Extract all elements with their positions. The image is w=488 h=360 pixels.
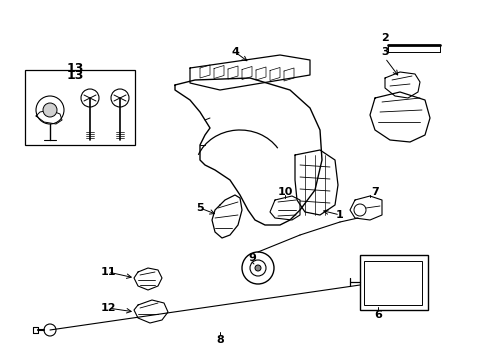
Text: 12: 12 [100, 303, 116, 313]
Text: 2: 2 [380, 33, 388, 43]
Text: 8: 8 [216, 335, 224, 345]
Text: 5: 5 [196, 203, 203, 213]
Circle shape [254, 265, 261, 271]
Text: 7: 7 [370, 187, 378, 197]
Text: 3: 3 [381, 47, 388, 57]
Circle shape [43, 103, 57, 117]
Text: 9: 9 [247, 253, 255, 263]
Text: 4: 4 [231, 47, 239, 57]
Bar [25, 70, 135, 145]
Text: 6: 6 [373, 310, 381, 320]
Text: 10: 10 [277, 187, 292, 197]
Text: 13: 13 [66, 68, 83, 81]
Bar [363, 261, 421, 305]
Bar [359, 255, 427, 310]
Text: 1: 1 [335, 210, 343, 220]
Text: 13: 13 [66, 62, 83, 75]
Text: 11: 11 [100, 267, 116, 277]
